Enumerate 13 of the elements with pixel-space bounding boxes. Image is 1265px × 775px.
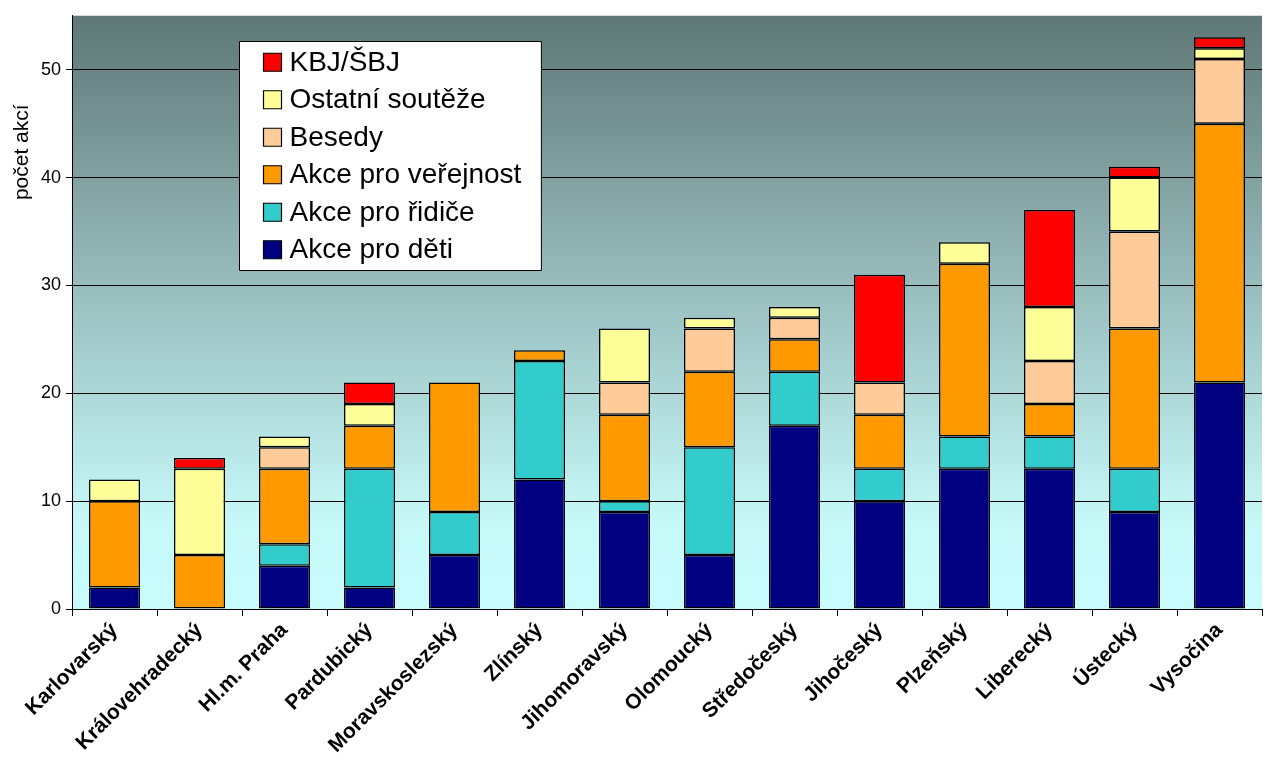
- legend-label: Ostatní soutěže: [289, 83, 486, 115]
- y-tick-label: 40: [40, 166, 62, 187]
- y-axis-title: počet akcí: [8, 104, 32, 201]
- y-tick-label: 0: [51, 597, 62, 618]
- y-tick-label: 30: [40, 274, 62, 295]
- legend-label: Besedy: [289, 120, 383, 152]
- y-tick-label: 50: [40, 58, 62, 79]
- legend-label: Akce pro řidiče: [289, 195, 475, 227]
- y-tick-label: 20: [40, 382, 62, 403]
- legend-label: Akce pro veřejnost: [289, 158, 522, 190]
- legend-label: KBJ/ŠBJ: [289, 45, 400, 77]
- legend-label: Akce pro děti: [289, 233, 453, 265]
- y-tick-label: 10: [40, 490, 62, 511]
